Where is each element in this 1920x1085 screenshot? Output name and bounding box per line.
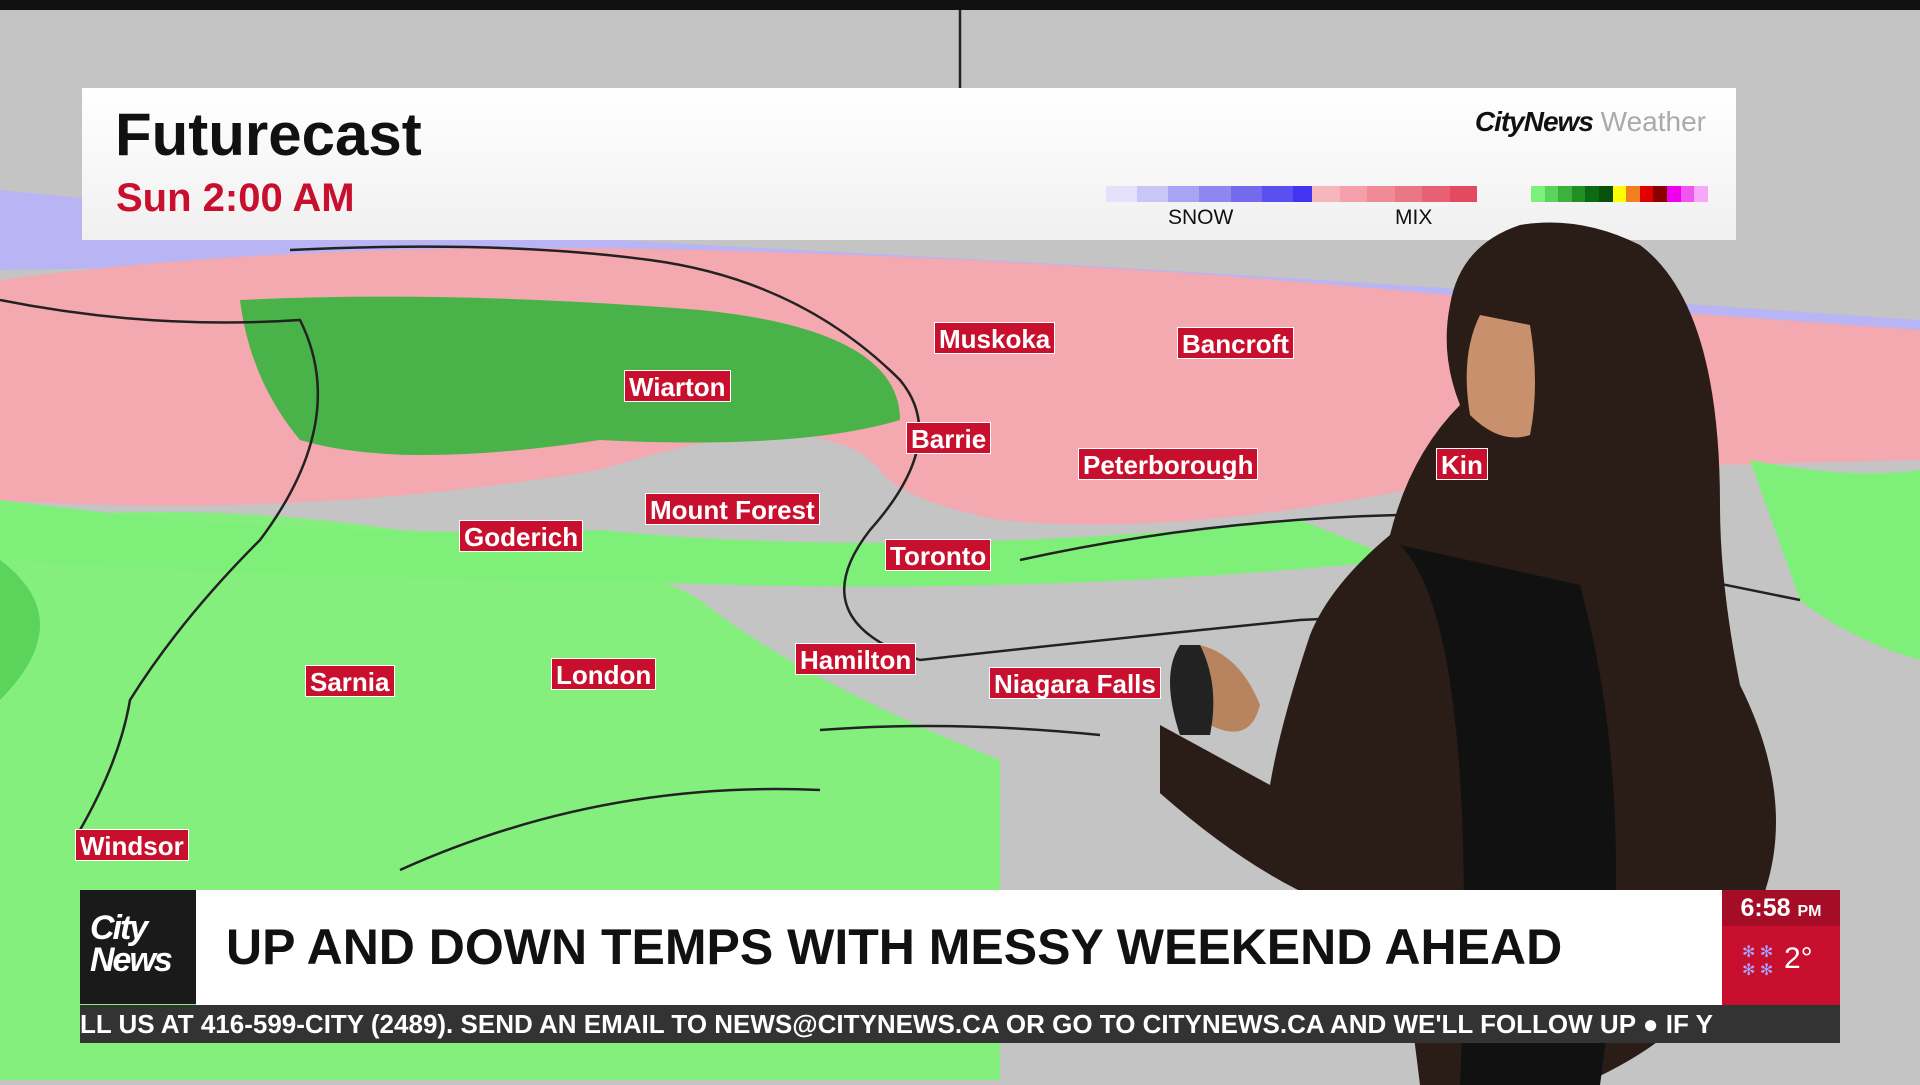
city-label: Muskoka: [934, 322, 1056, 354]
legend-swatch: [1230, 186, 1262, 202]
legend-swatch: [1612, 186, 1627, 202]
city-label: Goderich: [459, 520, 584, 552]
clock-time: 6:58 PM: [1722, 890, 1840, 926]
legend-swatch: [1367, 186, 1395, 202]
legend-swatch: [1449, 186, 1477, 202]
rain-area-west: [0, 560, 40, 700]
top-bar: [0, 0, 1920, 10]
city-label: Mount Forest: [645, 493, 820, 525]
legend-swatch: [1599, 186, 1613, 202]
legend-swatch: [1261, 186, 1293, 202]
legend-swatch: [1394, 186, 1422, 202]
city-label: Barrie: [906, 422, 992, 454]
legend-swatch: [1667, 186, 1681, 202]
legend-swatch: [1680, 186, 1695, 202]
header-panel: Futurecast Sun 2:00 AM CityNews Weather …: [82, 88, 1736, 240]
rain-legend-bar: [1531, 186, 1708, 202]
legend-swatch: [1106, 186, 1138, 202]
temperature: 2°: [1784, 942, 1813, 975]
legend-swatch: [1653, 186, 1668, 202]
page-title: Futurecast: [115, 101, 422, 168]
legend-swatch: [1137, 186, 1169, 202]
legend-swatch: [1544, 186, 1559, 202]
legend-label-mix: MIX: [1395, 206, 1433, 229]
legend-swatch: [1571, 186, 1586, 202]
legend-swatch: [1422, 186, 1450, 202]
legend-swatch: [1168, 186, 1200, 202]
snow-legend-bar: [1106, 186, 1324, 202]
city-label: Peterborough: [1078, 448, 1259, 480]
legend-swatch: [1626, 186, 1640, 202]
heavy-rain-area: [240, 296, 900, 455]
shoreline: [0, 298, 320, 831]
city-label: Sarnia: [305, 665, 395, 697]
mix-legend-bar: [1312, 186, 1477, 202]
city-label: Niagara Falls: [989, 667, 1161, 699]
legend-swatch: [1312, 186, 1340, 202]
rain-band: [0, 500, 1400, 587]
city-label: Kin: [1436, 448, 1488, 480]
headline: UP AND DOWN TEMPS WITH MESSY WEEKEND AHE…: [196, 890, 1722, 1005]
legend-swatch: [1639, 186, 1654, 202]
shoreline: [399, 724, 1101, 872]
legend-swatch: [1558, 186, 1572, 202]
city-label: London: [551, 658, 657, 690]
forecast-time: Sun 2:00 AM: [116, 176, 355, 220]
shoreline: [289, 245, 1601, 662]
city-label: Bancroft: [1177, 327, 1294, 359]
city-label: Wiarton: [624, 370, 731, 402]
legend-swatch: [1199, 186, 1231, 202]
rain-area-east: [1750, 460, 1920, 660]
brand-logo: CityNews Weather: [1474, 106, 1706, 137]
legend-swatch: [1531, 186, 1545, 202]
city-label: Windsor: [75, 829, 189, 861]
legend-label-snow: SNOW: [1168, 206, 1234, 229]
citynews-logo: City News: [80, 890, 196, 1004]
legend-swatch: [1585, 186, 1600, 202]
snow-icon: ✻ ✻ ✻ ✻: [1742, 944, 1774, 979]
news-ticker: LL US AT 416-599-CITY (2489). SEND AN EM…: [80, 1005, 1840, 1043]
city-label: Hamilton: [795, 643, 917, 675]
city-label: Toronto: [885, 539, 992, 571]
clock-weather-box: 6:58 PM ✻ ✻ ✻ ✻ 2°: [1722, 890, 1840, 1005]
legend-swatch: [1694, 186, 1708, 202]
legend-swatch: [1339, 186, 1367, 202]
